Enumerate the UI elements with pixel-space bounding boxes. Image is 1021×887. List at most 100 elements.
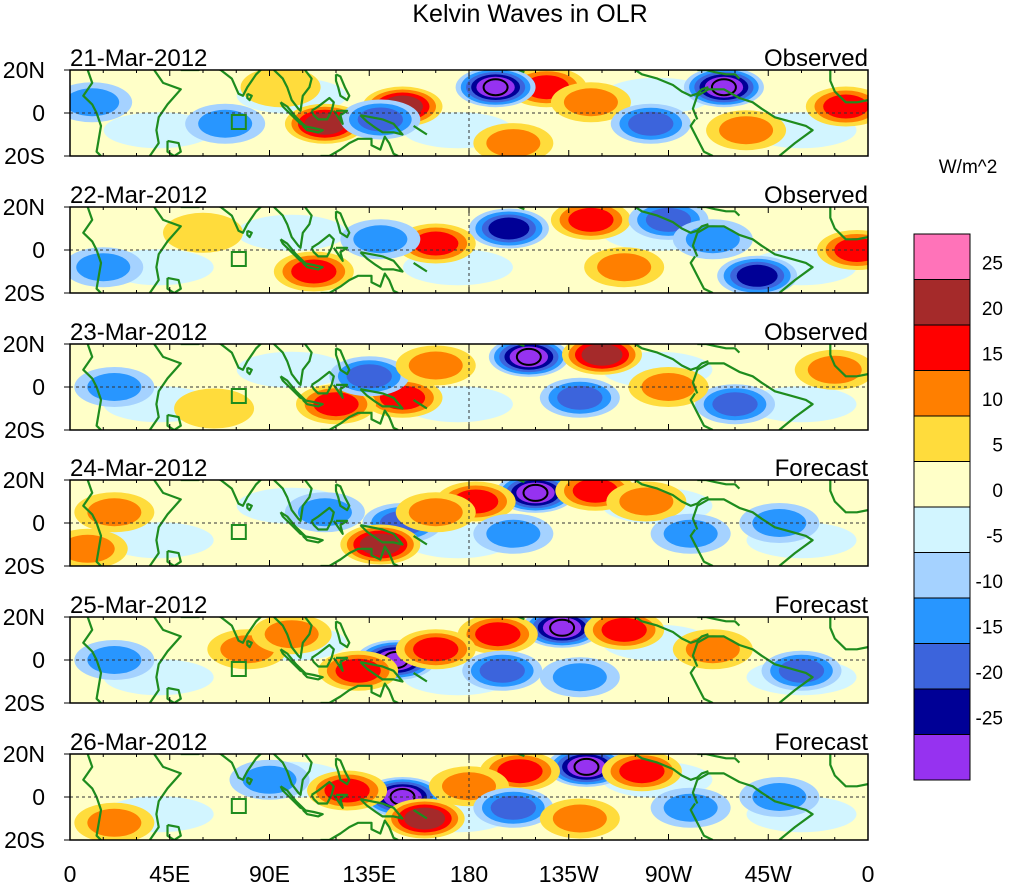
coastline — [359, 114, 404, 136]
coastline — [279, 785, 307, 811]
lat-label: 0 — [32, 647, 45, 673]
panel-kind: Forecast — [775, 455, 869, 482]
panel-date: 26-Mar-2012 — [70, 729, 207, 756]
anomaly-contour — [619, 759, 665, 784]
lat-label: 20N — [3, 331, 45, 357]
extreme-contour-outline — [482, 78, 509, 97]
panel-kind: Observed — [764, 182, 868, 209]
chart-title: Kelvin Waves in OLR — [412, 0, 647, 28]
coastline — [148, 207, 182, 293]
colorbar-label: -25 — [976, 709, 1003, 730]
coastline — [332, 383, 349, 399]
lat-label: 20N — [3, 194, 45, 220]
colorbar-label: 0 — [992, 481, 1003, 502]
coastlines — [82, 344, 868, 430]
lon-label: 180 — [450, 861, 488, 887]
coastline — [320, 409, 399, 430]
coastline — [334, 73, 351, 102]
anomaly-contour — [479, 658, 525, 683]
region-box — [230, 114, 247, 130]
panel-date: 22-Mar-2012 — [70, 182, 207, 209]
coastline — [412, 534, 428, 546]
anomaly-contour — [486, 129, 541, 156]
anomaly-contour — [597, 253, 652, 282]
extreme-contour-outline — [522, 483, 549, 502]
coastline — [334, 210, 351, 239]
anomaly-contour — [552, 804, 607, 833]
anomaly-contour — [70, 534, 115, 563]
anomaly-contour — [163, 212, 243, 253]
coastline — [691, 772, 814, 840]
coastline — [166, 276, 182, 293]
colorbar-label: 5 — [992, 436, 1003, 457]
coastline — [279, 238, 307, 264]
coastline — [334, 620, 351, 649]
anomaly-field — [70, 480, 857, 566]
coastline — [634, 480, 709, 507]
coastline — [359, 251, 404, 273]
coastline — [829, 754, 868, 788]
coastline — [246, 229, 253, 239]
lon-label: 135W — [539, 861, 599, 887]
anomaly-contour — [490, 795, 536, 820]
coastline — [273, 344, 313, 386]
lon-label: 90E — [249, 861, 290, 887]
coastline — [691, 225, 814, 293]
coastline — [829, 70, 868, 104]
coastline — [279, 375, 307, 401]
coastline — [302, 671, 324, 681]
coastline — [148, 344, 182, 430]
extreme-contour-outline — [549, 618, 576, 637]
panel-kind: Forecast — [775, 729, 869, 756]
anomaly-contour — [87, 498, 142, 527]
coastline — [180, 207, 263, 234]
coastline — [246, 502, 253, 512]
coastline — [180, 70, 263, 97]
colorbar-label: 25 — [982, 254, 1003, 275]
coastline — [334, 483, 351, 512]
lat-label: 20N — [3, 604, 45, 630]
coastline — [320, 545, 399, 566]
anomaly-contour — [174, 388, 255, 429]
colorbar-box — [913, 461, 971, 508]
coastline — [697, 480, 741, 490]
coastline — [515, 754, 525, 758]
coastline — [515, 70, 525, 74]
anomaly-contour — [240, 70, 321, 108]
colorbar-box — [913, 415, 971, 462]
x-axis: 0 45E 90E 135E 180 135W 90W 45W 0 — [64, 861, 875, 887]
panels: 20N 0 20S 21-Mar-2012 Observed 20N 0 20S 22-Mar-… — [3, 45, 869, 853]
colorbar-box — [913, 370, 971, 417]
coastline — [310, 506, 335, 531]
lon-label: 90W — [645, 861, 693, 887]
coastline — [689, 255, 714, 293]
region-box — [230, 524, 247, 540]
panel-date: 24-Mar-2012 — [70, 455, 207, 482]
anomaly-contour — [823, 94, 868, 119]
anomaly-contour — [619, 487, 674, 516]
coastline — [166, 139, 182, 156]
anomaly-contour — [408, 351, 463, 380]
region-box — [230, 388, 247, 404]
colorbar-box — [913, 233, 971, 280]
anomaly-contour — [736, 264, 778, 287]
anomaly-contour — [346, 364, 392, 389]
anomaly-contour — [404, 807, 446, 830]
lon-label: 0 — [64, 861, 77, 887]
panel-kind: Observed — [764, 319, 868, 346]
coastline — [634, 70, 709, 97]
lat-label: 20S — [4, 553, 45, 579]
coastline — [310, 643, 335, 668]
coastline — [515, 207, 525, 211]
colorbar-label: 20 — [982, 299, 1003, 320]
region-box — [230, 661, 247, 677]
panel-kind: Observed — [764, 45, 868, 72]
anomaly-contour — [413, 231, 459, 256]
colorbar-box — [913, 597, 971, 644]
lat-label: 20N — [3, 57, 45, 83]
region-box — [230, 251, 247, 267]
lat-label: 0 — [32, 784, 45, 810]
weak-negative-band — [236, 214, 347, 251]
coastline — [359, 524, 404, 546]
